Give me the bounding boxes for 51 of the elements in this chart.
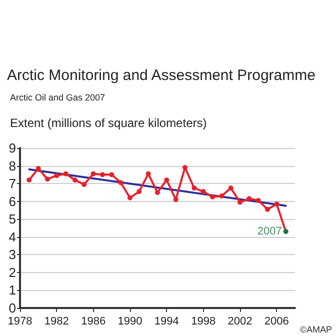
- point: [118, 180, 124, 186]
- chart-subtitle: Arctic Oil and Gas 2007: [10, 92, 106, 102]
- point: [200, 189, 206, 194]
- point: [192, 186, 197, 190]
- point: [54, 173, 60, 178]
- y-tick-label: 4: [8, 229, 16, 244]
- chart-title: Arctic Monitoring and Assessment Programme: [7, 67, 316, 84]
- point: [173, 197, 178, 202]
- y-tick-label: 1: [8, 282, 16, 298]
- y-tick-label: 3: [8, 247, 16, 262]
- point: [36, 166, 41, 171]
- point: [136, 189, 142, 194]
- point: [265, 206, 270, 212]
- point: [146, 171, 151, 176]
- annotation: 2007: [257, 226, 282, 238]
- point: [219, 194, 224, 198]
- y-tick-label: 0: [8, 300, 16, 316]
- point: [45, 176, 50, 182]
- point: [228, 186, 234, 190]
- point: [63, 171, 68, 176]
- point: [100, 172, 105, 178]
- y-tick-label: 6: [8, 194, 16, 209]
- x-tick-label: 1978: [8, 316, 32, 328]
- x-tick-label: 1998: [191, 316, 216, 328]
- point: [246, 196, 252, 202]
- x-tick-label: 1986: [81, 316, 106, 328]
- y-tick-label: 5: [8, 212, 16, 227]
- point: [274, 202, 280, 206]
- x-tick-label: 1994: [154, 316, 179, 328]
- point: [210, 194, 215, 200]
- point: [26, 178, 32, 182]
- point: [128, 195, 132, 200]
- y-tick-label: 2: [8, 264, 16, 280]
- x-tick-label: 1982: [44, 316, 69, 328]
- y-tick-label: 9: [8, 140, 16, 156]
- point: [90, 171, 96, 176]
- text: ©AMAP: [300, 324, 332, 334]
- point: [256, 198, 261, 203]
- y-tick-label: 7: [8, 176, 16, 192]
- x-tick-label: 2006: [264, 316, 289, 328]
- y-tick-label: 8: [8, 158, 16, 174]
- point: [109, 172, 114, 178]
- y-axis-title: Extent (millions of square kilometers): [10, 116, 207, 130]
- x-tick-label: 1990: [118, 316, 142, 328]
- point: [283, 229, 288, 234]
- point: [164, 178, 170, 182]
- point: [82, 182, 87, 187]
- point: [238, 200, 242, 205]
- x-tick-label: 2002: [228, 316, 252, 328]
- point: [155, 190, 160, 195]
- point: [72, 178, 78, 182]
